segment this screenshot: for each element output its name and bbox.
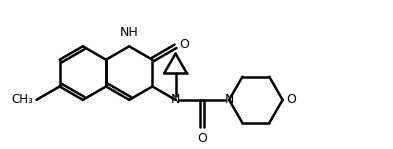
Text: O: O — [286, 93, 296, 106]
Text: NH: NH — [120, 26, 139, 39]
Text: N: N — [224, 93, 234, 106]
Text: N: N — [171, 93, 180, 106]
Text: CH₃: CH₃ — [12, 93, 33, 106]
Text: O: O — [179, 38, 189, 51]
Text: O: O — [197, 132, 207, 145]
